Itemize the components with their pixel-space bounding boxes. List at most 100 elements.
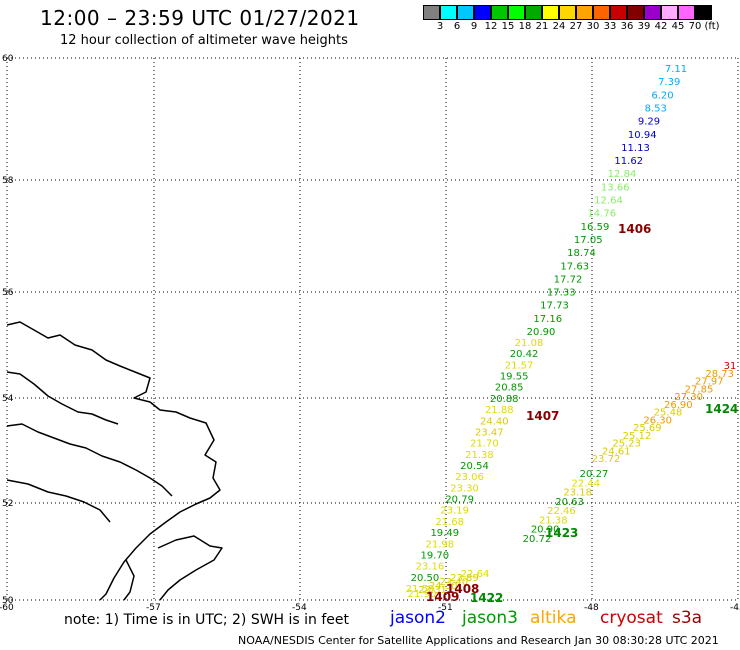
wave-height-label: 19.55 — [500, 372, 529, 383]
wave-height-label: 21.98 — [425, 539, 454, 550]
legend-label: 24 — [552, 21, 566, 32]
y-tick-label: 52 — [2, 499, 13, 509]
legend-label: 45 — [671, 21, 685, 32]
wave-height-label: 25.23 — [612, 439, 641, 450]
y-tick-label: 50 — [2, 596, 14, 606]
wave-height-label: 24.30 — [429, 581, 458, 592]
wave-height-label: 19.70 — [421, 550, 450, 561]
color-legend: 3 6 9 12 15 18 21 24 27 30 33 36 39 42 45 70 (ft) — [423, 5, 720, 34]
wave-height-label: 17.73 — [540, 301, 569, 312]
wave-height-label: 20.88 — [490, 394, 519, 405]
wave-height-label: 24.40 — [480, 416, 509, 427]
wave-height-label: 20.85 — [495, 383, 524, 394]
y-tick-label: 58 — [2, 176, 14, 186]
legend-swatch — [627, 5, 644, 20]
legend-label: 27 — [569, 21, 583, 32]
wave-height-label: 25.48 — [654, 408, 683, 419]
wave-height-label: 19.49 — [430, 528, 459, 539]
wave-height-label: 17.72 — [554, 274, 583, 285]
wave-height-label: 25.69 — [633, 423, 662, 434]
wave-height-label: 20.90 — [531, 525, 560, 536]
wave-height-label: 11.13 — [621, 143, 650, 154]
legend-label: 33 — [603, 21, 617, 32]
wave-height-label: 21.90 — [408, 589, 437, 600]
wave-height-label: 20.90 — [527, 327, 556, 338]
track-id-label: 1406 — [618, 222, 651, 236]
x-tick-label: -48 — [584, 603, 599, 613]
wave-height-label: 26.30 — [643, 415, 672, 426]
legend-swatch — [610, 5, 627, 20]
wave-height-label: 21.38 — [539, 515, 568, 526]
axis-ticks: -60 -57 -54 -51 -48 -45 60 58 56 54 52 50 — [0, 54, 740, 613]
wave-height-label: 23.47 — [475, 427, 504, 438]
legend-label: 21 — [535, 21, 549, 32]
x-tick-label: -60 — [0, 603, 14, 613]
track-id-label: 1423 — [545, 526, 578, 540]
wave-height-label: 18.74 — [567, 248, 596, 259]
wave-height-label: 23.31 — [418, 585, 447, 596]
legend-label: 36 — [620, 21, 634, 32]
legend-swatch — [695, 5, 712, 20]
x-tick-label: -57 — [146, 603, 161, 613]
wave-height-label: 16.59 — [581, 222, 610, 233]
wave-height-label: 21.59 — [406, 584, 435, 595]
satellite-jason3: jason3 — [462, 608, 518, 628]
x-tick-label: -45 — [730, 603, 740, 613]
legend-swatches — [423, 5, 712, 20]
wave-height-label: 21.88 — [485, 405, 514, 416]
y-tick-label: 54 — [2, 394, 14, 404]
legend-swatch — [678, 5, 695, 20]
wave-height-label: 7.39 — [658, 77, 680, 88]
legend-swatch — [508, 5, 525, 20]
wave-height-label: 20.79 — [445, 495, 474, 506]
wave-height-label: 20.63 — [555, 497, 584, 508]
legend-swatch — [423, 5, 440, 20]
wave-height-label: 27.30 — [674, 392, 703, 403]
legend-swatch — [644, 5, 661, 20]
wave-height-label: 22.46 — [547, 506, 576, 517]
legend-swatch — [661, 5, 678, 20]
wave-height-label: 14.76 — [587, 209, 616, 220]
satellite-cryosat: cryosat — [600, 608, 663, 628]
coastline — [6, 321, 223, 601]
legend-label: 39 — [637, 21, 651, 32]
wave-height-label: 26.90 — [664, 400, 693, 411]
legend-swatch — [440, 5, 457, 20]
wave-height-label: 21.70 — [470, 439, 499, 450]
wave-height-label: 23.19 — [440, 506, 469, 517]
wave-height-label: 20.42 — [510, 349, 539, 360]
wave-height-label: 23.72 — [592, 454, 621, 465]
legend-label: 70 — [688, 21, 702, 32]
wave-height-label: 20.27 — [580, 469, 609, 480]
wave-height-label: 17.63 — [560, 261, 589, 272]
wave-height-label: 13.66 — [601, 182, 630, 193]
wave-height-label: 20.50 — [411, 573, 440, 584]
wave-height-label: 25.12 — [623, 431, 652, 442]
wave-height-label: 17.33 — [547, 288, 576, 299]
y-tick-label: 60 — [2, 54, 14, 64]
legend-swatch — [525, 5, 542, 20]
wave-height-label: 28.73 — [705, 369, 734, 380]
wave-height-label: 24.61 — [602, 446, 631, 457]
wave-height-label: 27.85 — [685, 384, 714, 395]
satellite-tracks: 7.11 7.39 6.20 8.53 9.29 10.94 11.13 11.62 12.84… — [406, 64, 739, 605]
legend-swatch — [542, 5, 559, 20]
wave-height-label: 6.20 — [651, 90, 673, 101]
wave-height-label: 23.16 — [416, 562, 445, 573]
wave-height-label: 21.08 — [515, 338, 544, 349]
wave-height-label: 17.16 — [533, 314, 562, 325]
footer-note: note: 1) Time is in UTC; 2) SWH is in fe… — [64, 612, 350, 628]
legend-label: 42 — [654, 21, 668, 32]
wave-height-label: 23.40 — [439, 577, 468, 588]
legend-labels: 3 6 9 12 15 18 21 24 27 30 33 36 39 42 45 70 (ft) — [423, 20, 720, 34]
legend-label: (ft) — [704, 21, 720, 32]
wave-height-label: 21.57 — [505, 360, 534, 371]
legend-label: 18 — [518, 21, 532, 32]
wave-height-label: 10.94 — [628, 130, 657, 141]
legend-label: 15 — [501, 21, 515, 32]
wave-height-label: 21.38 — [465, 450, 494, 461]
wave-height-label: 20.54 — [460, 461, 489, 472]
legend-swatch — [576, 5, 593, 20]
wave-height-label: 23.30 — [450, 483, 479, 494]
